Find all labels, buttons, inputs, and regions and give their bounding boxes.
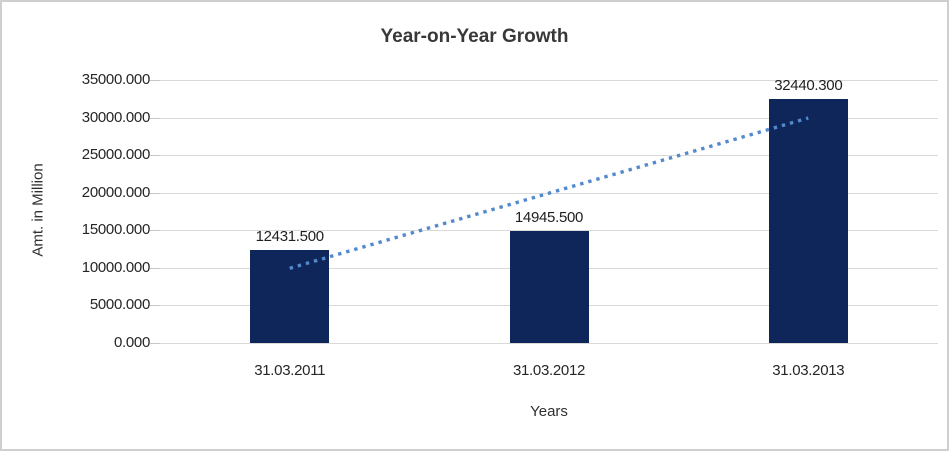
x-axis-category-label: 31.03.2011 <box>254 362 326 379</box>
axis-tick-mark <box>150 230 160 231</box>
gridline <box>160 343 938 344</box>
axis-tick-mark <box>150 343 160 344</box>
y-axis-tick-label: 0.000 <box>113 334 150 351</box>
y-axis-tick-label: 25000.000 <box>81 146 151 163</box>
gridline <box>160 80 938 81</box>
axis-tick-mark <box>150 118 160 119</box>
chart-title: Year-on-Year Growth <box>380 26 569 47</box>
axis-tick-mark <box>150 268 160 269</box>
y-axis-tick-label: 5000.000 <box>89 296 150 313</box>
bar <box>250 249 330 343</box>
y-axis-tick-label: 35000.000 <box>81 71 151 88</box>
axis-tick-mark <box>150 193 160 194</box>
y-axis-tick-label: 20000.000 <box>81 184 151 201</box>
axis-tick-mark <box>150 80 160 81</box>
x-axis-category-label: 31.03.2013 <box>772 362 845 379</box>
bar <box>509 230 589 343</box>
bar-data-label: 12431.500 <box>255 227 325 245</box>
x-axis-title: Years <box>530 403 568 420</box>
bar-data-label: 14945.500 <box>514 208 584 226</box>
bar-data-label: 32440.300 <box>774 77 843 95</box>
y-axis-tick-label: 30000.000 <box>81 109 151 126</box>
bar <box>768 99 848 343</box>
axis-tick-mark <box>150 155 160 156</box>
y-axis-title: Amt. in Million <box>29 163 47 257</box>
axis-tick-mark <box>150 305 160 306</box>
y-axis-tick-label: 10000.000 <box>81 259 151 276</box>
x-axis-category-label: 31.03.2012 <box>512 362 586 379</box>
y-axis-tick-label: 15000.000 <box>81 221 151 238</box>
